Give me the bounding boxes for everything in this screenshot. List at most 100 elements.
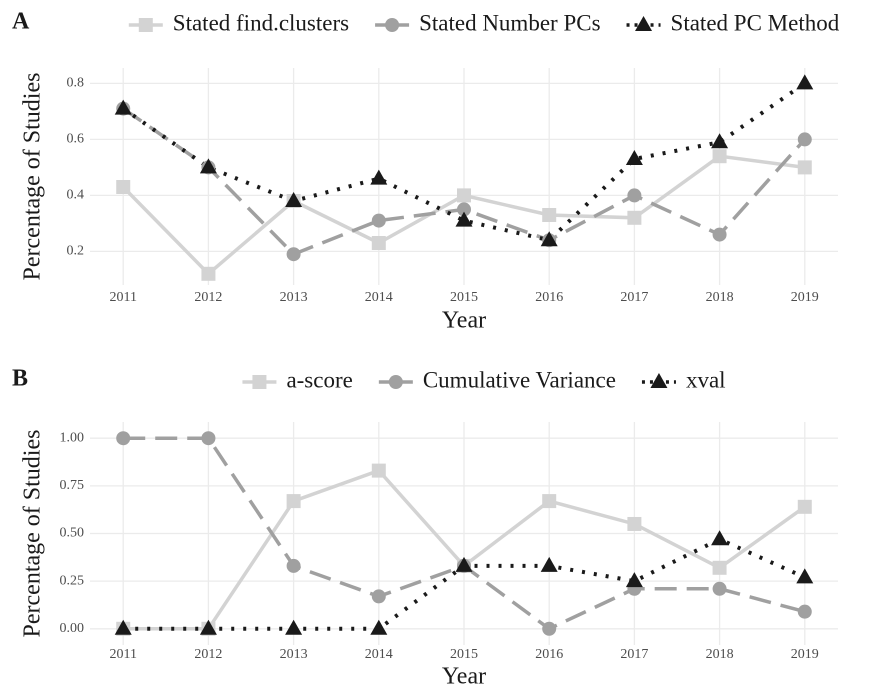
y-tick-label: 0.4 [67,188,85,203]
marker-circle [201,431,216,446]
marker-circle [797,132,812,147]
y-tick-label: 0.50 [60,526,85,541]
marker-square [797,160,812,175]
x-tick-label: 2015 [450,647,478,662]
legend-label: Stated Number PCs [419,10,600,35]
marker-triangle [540,231,558,247]
y-tick-label: 0.25 [60,573,85,588]
x-tick-label: 2018 [706,290,734,305]
legend-label: Stated find.clusters [173,10,349,35]
marker-triangle [199,158,217,174]
marker-triangle [796,568,814,584]
marker-triangle [540,556,558,572]
x-tick-label: 2011 [109,647,136,662]
marker-circle [457,202,471,217]
x-tick-label: 2011 [109,290,136,305]
marker-circle [388,375,403,389]
legend-label: Cumulative Variance [423,367,616,392]
marker-square [627,210,642,225]
marker-square [116,180,131,194]
legend-item: xval [641,367,726,392]
x-tick-label: 2014 [365,290,393,305]
x-tick-label: 2019 [791,647,819,662]
x-tick-label: 2012 [194,290,222,305]
x-tick-label: 2016 [535,647,563,662]
marker-circle [371,589,386,604]
x-tick-label: 2013 [280,647,308,662]
x-tick-label: 2017 [620,647,648,662]
marker-circle [712,581,727,596]
marker-triangle [199,619,217,635]
legend: a-score Cumulative Variance xval [242,367,726,392]
y-tick-label: 0.75 [60,478,85,493]
panel-tag: B [12,366,28,392]
y-axis-title: Percentage of Studies [20,73,46,281]
legend-item: Stated find.clusters [128,10,349,35]
legend-item: Stated Number PCs [375,10,601,35]
marker-triangle [114,619,132,635]
marker-circle [797,604,812,619]
marker-circle [627,188,642,203]
x-tick-label: 2016 [535,290,563,305]
marker-circle [712,227,727,242]
x-tick-label: 2019 [791,290,819,305]
marker-triangle [625,572,643,588]
marker-square [138,18,153,32]
marker-triangle [455,556,473,572]
x-tick-label: 2014 [365,647,393,662]
marker-square [797,499,812,514]
x-tick-label: 2015 [450,290,478,305]
marker-circle [116,431,131,446]
legend-item: Stated PC Method [626,10,840,35]
marker-circle [371,213,386,228]
y-axis-title: Percentage of Studies [20,430,46,638]
legend-label: xval [686,367,726,392]
panel-tag: A [12,9,30,35]
marker-circle [385,18,400,32]
marker-triangle [455,211,473,227]
legend-item: Cumulative Variance [378,367,616,392]
marker-triangle [285,619,303,635]
legend-label: a-score [286,367,352,392]
y-tick-label: 0.6 [67,132,85,147]
marker-square [712,560,727,575]
x-axis-title: Year [442,664,486,689]
marker-triangle [796,74,814,90]
marker-square [286,494,301,509]
x-tick-label: 2017 [620,290,648,305]
y-tick-label: 0.8 [67,76,85,91]
marker-square [371,236,386,250]
marker-triangle [285,192,303,207]
marker-circle [286,558,301,573]
marker-triangle [114,99,132,115]
x-tick-label: 2018 [706,647,734,662]
legend-label: Stated PC Method [671,10,840,35]
legend: Stated find.clusters Stated Number PCs Sta… [128,10,840,35]
series-line [122,81,806,243]
y-tick-label: 1.00 [60,430,85,445]
marker-triangle [711,530,729,546]
marker-square [712,149,727,164]
x-axis-title: Year [442,308,486,334]
marker-square [457,188,471,203]
marker-square [542,494,557,509]
marker-circle [542,621,557,636]
x-tick-label: 2013 [280,290,308,305]
y-tick-label: 0.2 [67,244,85,259]
marker-square [252,375,267,389]
marker-square [201,266,216,281]
marker-triangle [635,16,653,31]
marker-square [627,516,642,531]
marker-triangle [370,169,388,185]
marker-square [371,463,386,478]
marker-triangle [650,373,668,388]
marker-triangle [370,619,388,635]
marker-square [542,208,557,222]
y-tick-label: 0.00 [60,621,85,636]
marker-circle [286,247,301,262]
x-tick-label: 2012 [194,647,222,662]
marker-triangle [625,150,643,165]
legend-item: a-score [242,367,353,392]
marker-triangle [711,133,729,149]
